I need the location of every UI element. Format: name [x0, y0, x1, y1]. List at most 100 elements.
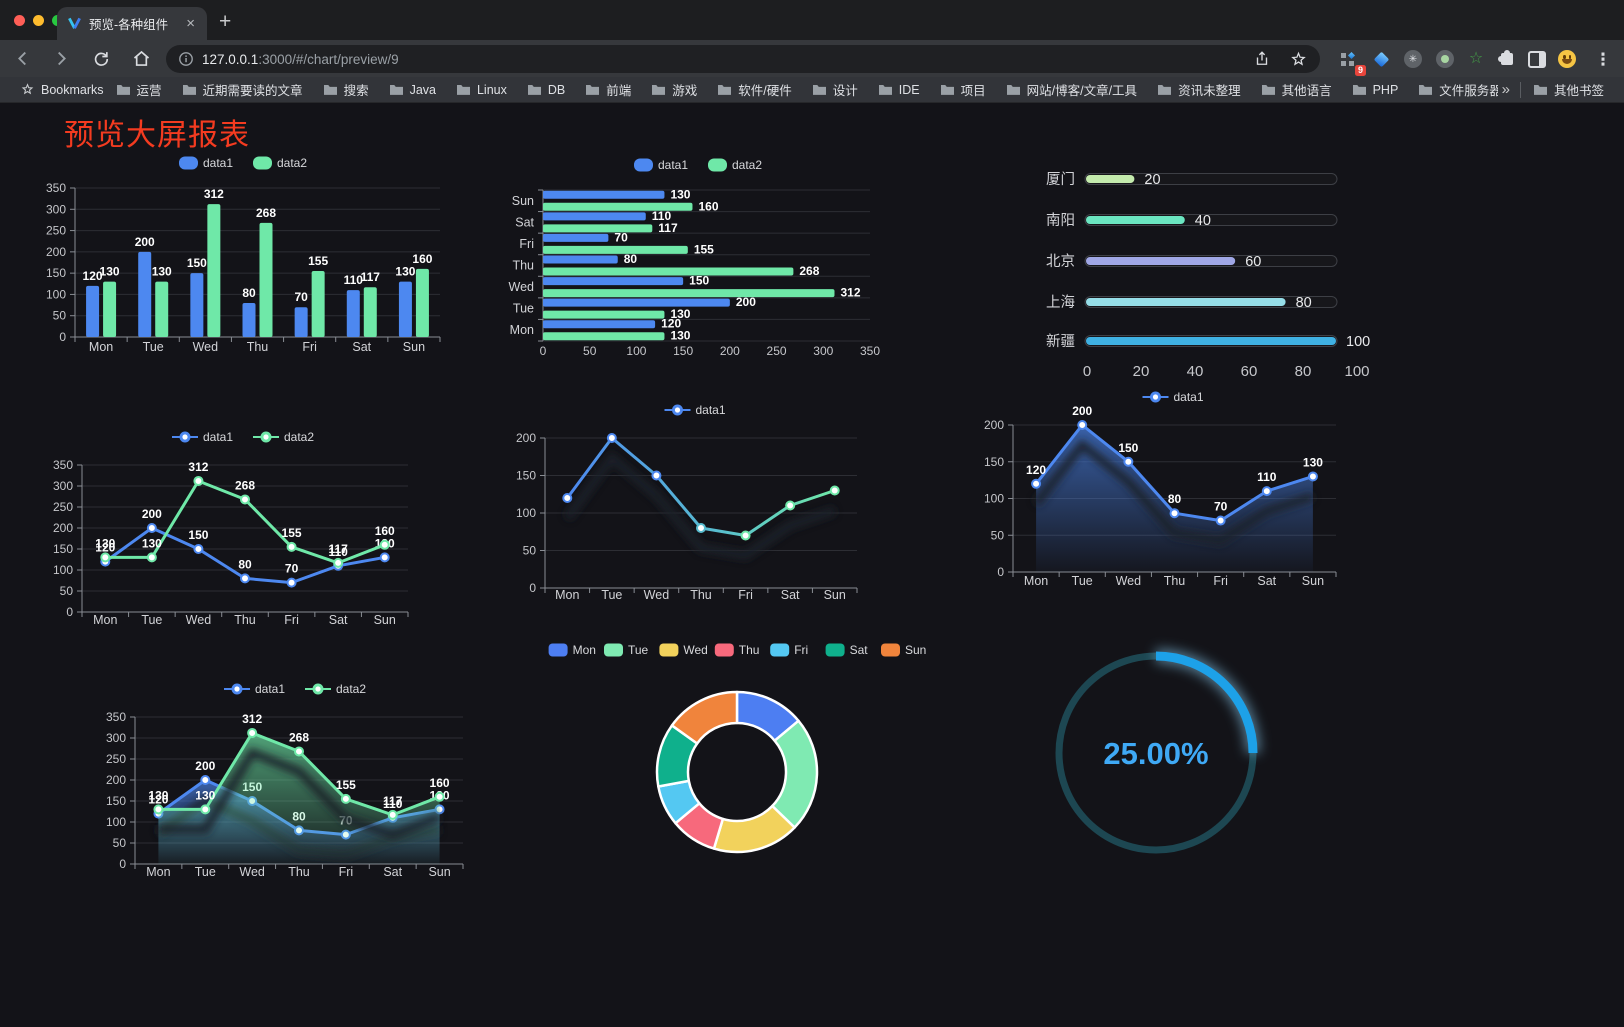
url-bar[interactable]: 127.0.0.1:3000/#/chart/preview/9: [166, 45, 1320, 73]
site-info-icon[interactable]: [178, 51, 194, 67]
bar[interactable]: [138, 251, 152, 337]
bar[interactable]: [294, 307, 308, 337]
bar[interactable]: [543, 277, 684, 286]
bookmark-folder[interactable]: 资讯未整理: [1151, 78, 1247, 101]
data-point[interactable]: [286, 541, 297, 552]
legend-item[interactable]: Sun: [881, 643, 926, 657]
profile-avatar-icon[interactable]: [1554, 46, 1580, 72]
legend-item[interactable]: Mon: [548, 643, 596, 657]
data-point[interactable]: [1123, 456, 1134, 467]
data-point[interactable]: [193, 544, 204, 554]
data-point[interactable]: [240, 494, 250, 505]
legend-item[interactable]: Wed: [659, 643, 708, 657]
menu-icon[interactable]: ⋮: [1594, 49, 1612, 69]
home-icon[interactable]: [126, 44, 156, 74]
bookmark-folder[interactable]: Java: [383, 81, 442, 99]
pie-slice[interactable]: [670, 690, 739, 745]
legend-item[interactable]: Thu: [714, 643, 760, 657]
data-point[interactable]: [1261, 486, 1272, 497]
data-point[interactable]: [651, 470, 662, 481]
extension-star-icon[interactable]: ☆: [1468, 50, 1484, 67]
reload-icon[interactable]: [86, 44, 116, 74]
data-point[interactable]: [193, 475, 204, 486]
bookmark-folder[interactable]: DB: [521, 81, 571, 99]
legend-item[interactable]: Fri: [770, 643, 808, 657]
bar[interactable]: [155, 281, 169, 337]
bookmark-folder[interactable]: 设计: [806, 78, 864, 101]
bookmark-folder[interactable]: Linux: [450, 81, 513, 99]
extension-asterisk-icon[interactable]: ✳: [1400, 46, 1426, 72]
bookmark-folder[interactable]: 近期需要读的文章: [176, 78, 309, 101]
data-point[interactable]: [785, 500, 796, 511]
data-point[interactable]: [696, 523, 706, 533]
back-icon[interactable]: [8, 44, 38, 74]
bookmark-folder[interactable]: 文件服务器: [1412, 78, 1498, 101]
other-bookmarks-folder[interactable]: 其他书签: [1527, 78, 1610, 101]
bar[interactable]: [543, 332, 665, 341]
legend-item[interactable]: data1: [1142, 390, 1204, 404]
data-point[interactable]: [1031, 478, 1042, 489]
bar[interactable]: [86, 285, 100, 337]
traffic-light-minimize[interactable]: [33, 15, 44, 26]
data-point[interactable]: [387, 809, 398, 820]
data-point[interactable]: [200, 775, 211, 785]
bookmark-folder[interactable]: 运营: [110, 78, 168, 101]
data-point[interactable]: [379, 539, 390, 550]
data-point[interactable]: [562, 493, 573, 503]
browser-tab[interactable]: 预览-各种组件 ×: [57, 7, 207, 40]
bookmark-folder[interactable]: 软件/硬件: [711, 78, 797, 101]
bookmark-folder[interactable]: 项目: [934, 78, 992, 101]
data-point[interactable]: [379, 552, 390, 563]
extension-diamond-icon[interactable]: [1368, 46, 1394, 72]
bookmark-folder[interactable]: 前端: [579, 78, 637, 101]
bookmark-folder[interactable]: PHP: [1346, 81, 1405, 99]
forward-icon[interactable]: [46, 44, 76, 74]
bookmark-folder[interactable]: 网站/博客/文章/工具: [1000, 78, 1143, 101]
legend-item[interactable]: Sat: [825, 643, 869, 657]
data-point[interactable]: [606, 433, 617, 443]
bar[interactable]: [207, 204, 221, 337]
bar[interactable]: [543, 255, 618, 264]
tab-close-icon[interactable]: ×: [186, 15, 195, 32]
bookmark-folder[interactable]: 其他语言: [1255, 78, 1338, 101]
bar[interactable]: [242, 302, 256, 337]
bar[interactable]: [543, 267, 794, 276]
bar[interactable]: [190, 273, 204, 337]
bar[interactable]: [543, 190, 665, 199]
bookmarks-root[interactable]: Bookmarks: [14, 80, 110, 99]
legend-item[interactable]: data1: [172, 430, 233, 444]
bar[interactable]: [398, 281, 412, 337]
bar[interactable]: [543, 212, 646, 221]
legend-item[interactable]: data2: [253, 430, 314, 444]
bar[interactable]: [543, 298, 730, 307]
legend-item[interactable]: data1: [179, 156, 233, 170]
bookmark-folder[interactable]: 游戏: [645, 78, 703, 101]
data-point[interactable]: [247, 727, 258, 738]
data-point[interactable]: [340, 793, 351, 804]
progress-fill[interactable]: [1086, 337, 1336, 345]
extensions-grid-icon[interactable]: 9: [1334, 46, 1366, 76]
bar[interactable]: [259, 222, 273, 337]
legend-item[interactable]: data2: [708, 158, 762, 172]
data-point[interactable]: [286, 577, 297, 588]
data-point[interactable]: [100, 552, 111, 563]
bar[interactable]: [415, 268, 429, 337]
data-point[interactable]: [240, 573, 250, 584]
progress-fill[interactable]: [1086, 216, 1185, 224]
progress-fill[interactable]: [1086, 298, 1286, 306]
traffic-light-close[interactable]: [14, 15, 25, 26]
bookmark-folder[interactable]: 搜索: [317, 78, 375, 101]
bookmark-folder[interactable]: IDE: [872, 81, 926, 99]
bookmarks-overflow-icon[interactable]: »: [1501, 81, 1510, 98]
extension-puzzle-icon[interactable]: [1494, 46, 1520, 72]
bar[interactable]: [543, 310, 665, 319]
bar[interactable]: [543, 202, 693, 211]
bar[interactable]: [543, 233, 609, 242]
share-icon[interactable]: [1253, 50, 1271, 68]
data-point[interactable]: [200, 804, 211, 815]
bar[interactable]: [311, 271, 325, 337]
extension-record-icon[interactable]: [1432, 46, 1458, 72]
bookmark-star-icon[interactable]: [1289, 50, 1308, 69]
legend-item[interactable]: data2: [305, 682, 366, 696]
data-point[interactable]: [434, 791, 445, 802]
